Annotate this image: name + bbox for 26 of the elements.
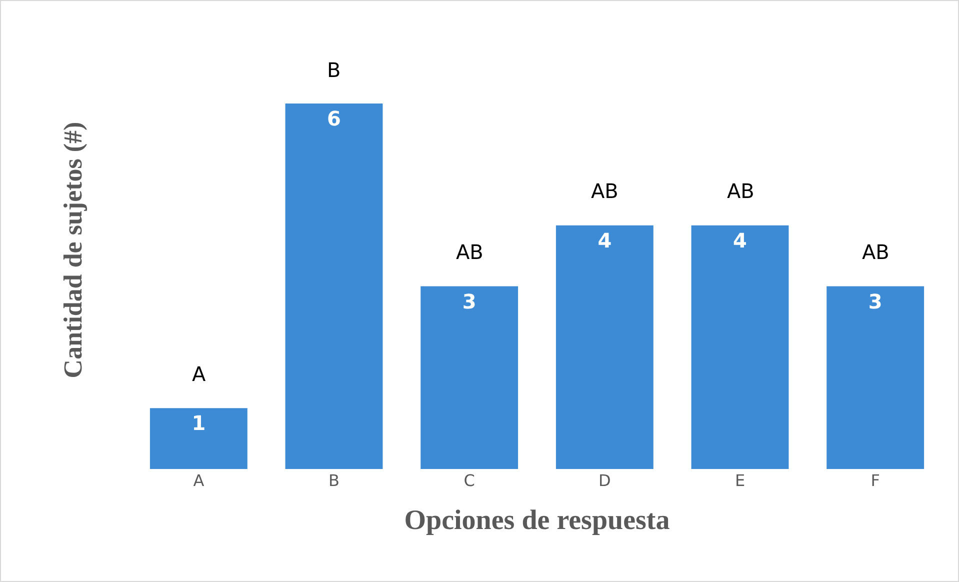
annotation: AB [862, 240, 890, 264]
data-label: 1 [192, 411, 206, 436]
text: B [327, 58, 341, 82]
bar [826, 286, 924, 469]
bar [285, 104, 383, 469]
bar [691, 225, 789, 469]
data-label: 3 [868, 289, 882, 314]
annotation: AB [456, 240, 484, 264]
x-tick-label: B [328, 471, 340, 490]
x-tick-label: D [598, 471, 611, 490]
x-axis-title: Opciones de respuesta [404, 505, 670, 536]
annotation: AB [727, 179, 754, 203]
data-label: 4 [733, 228, 747, 252]
y-axis-title: Cantidad de sujetos (#) [58, 122, 88, 378]
x-tick-label: E [734, 471, 746, 490]
annotation: AB [591, 179, 618, 203]
x-tick-label: C [464, 471, 475, 490]
x-tick-label: A [193, 471, 204, 490]
bar [556, 225, 654, 469]
data-label: 4 [598, 228, 612, 252]
bar [420, 286, 518, 469]
bar [150, 408, 248, 469]
annotation: A [192, 362, 206, 386]
data-label: 6 [327, 106, 341, 131]
data-label: 3 [462, 289, 476, 314]
x-tick-label: F [870, 471, 880, 490]
